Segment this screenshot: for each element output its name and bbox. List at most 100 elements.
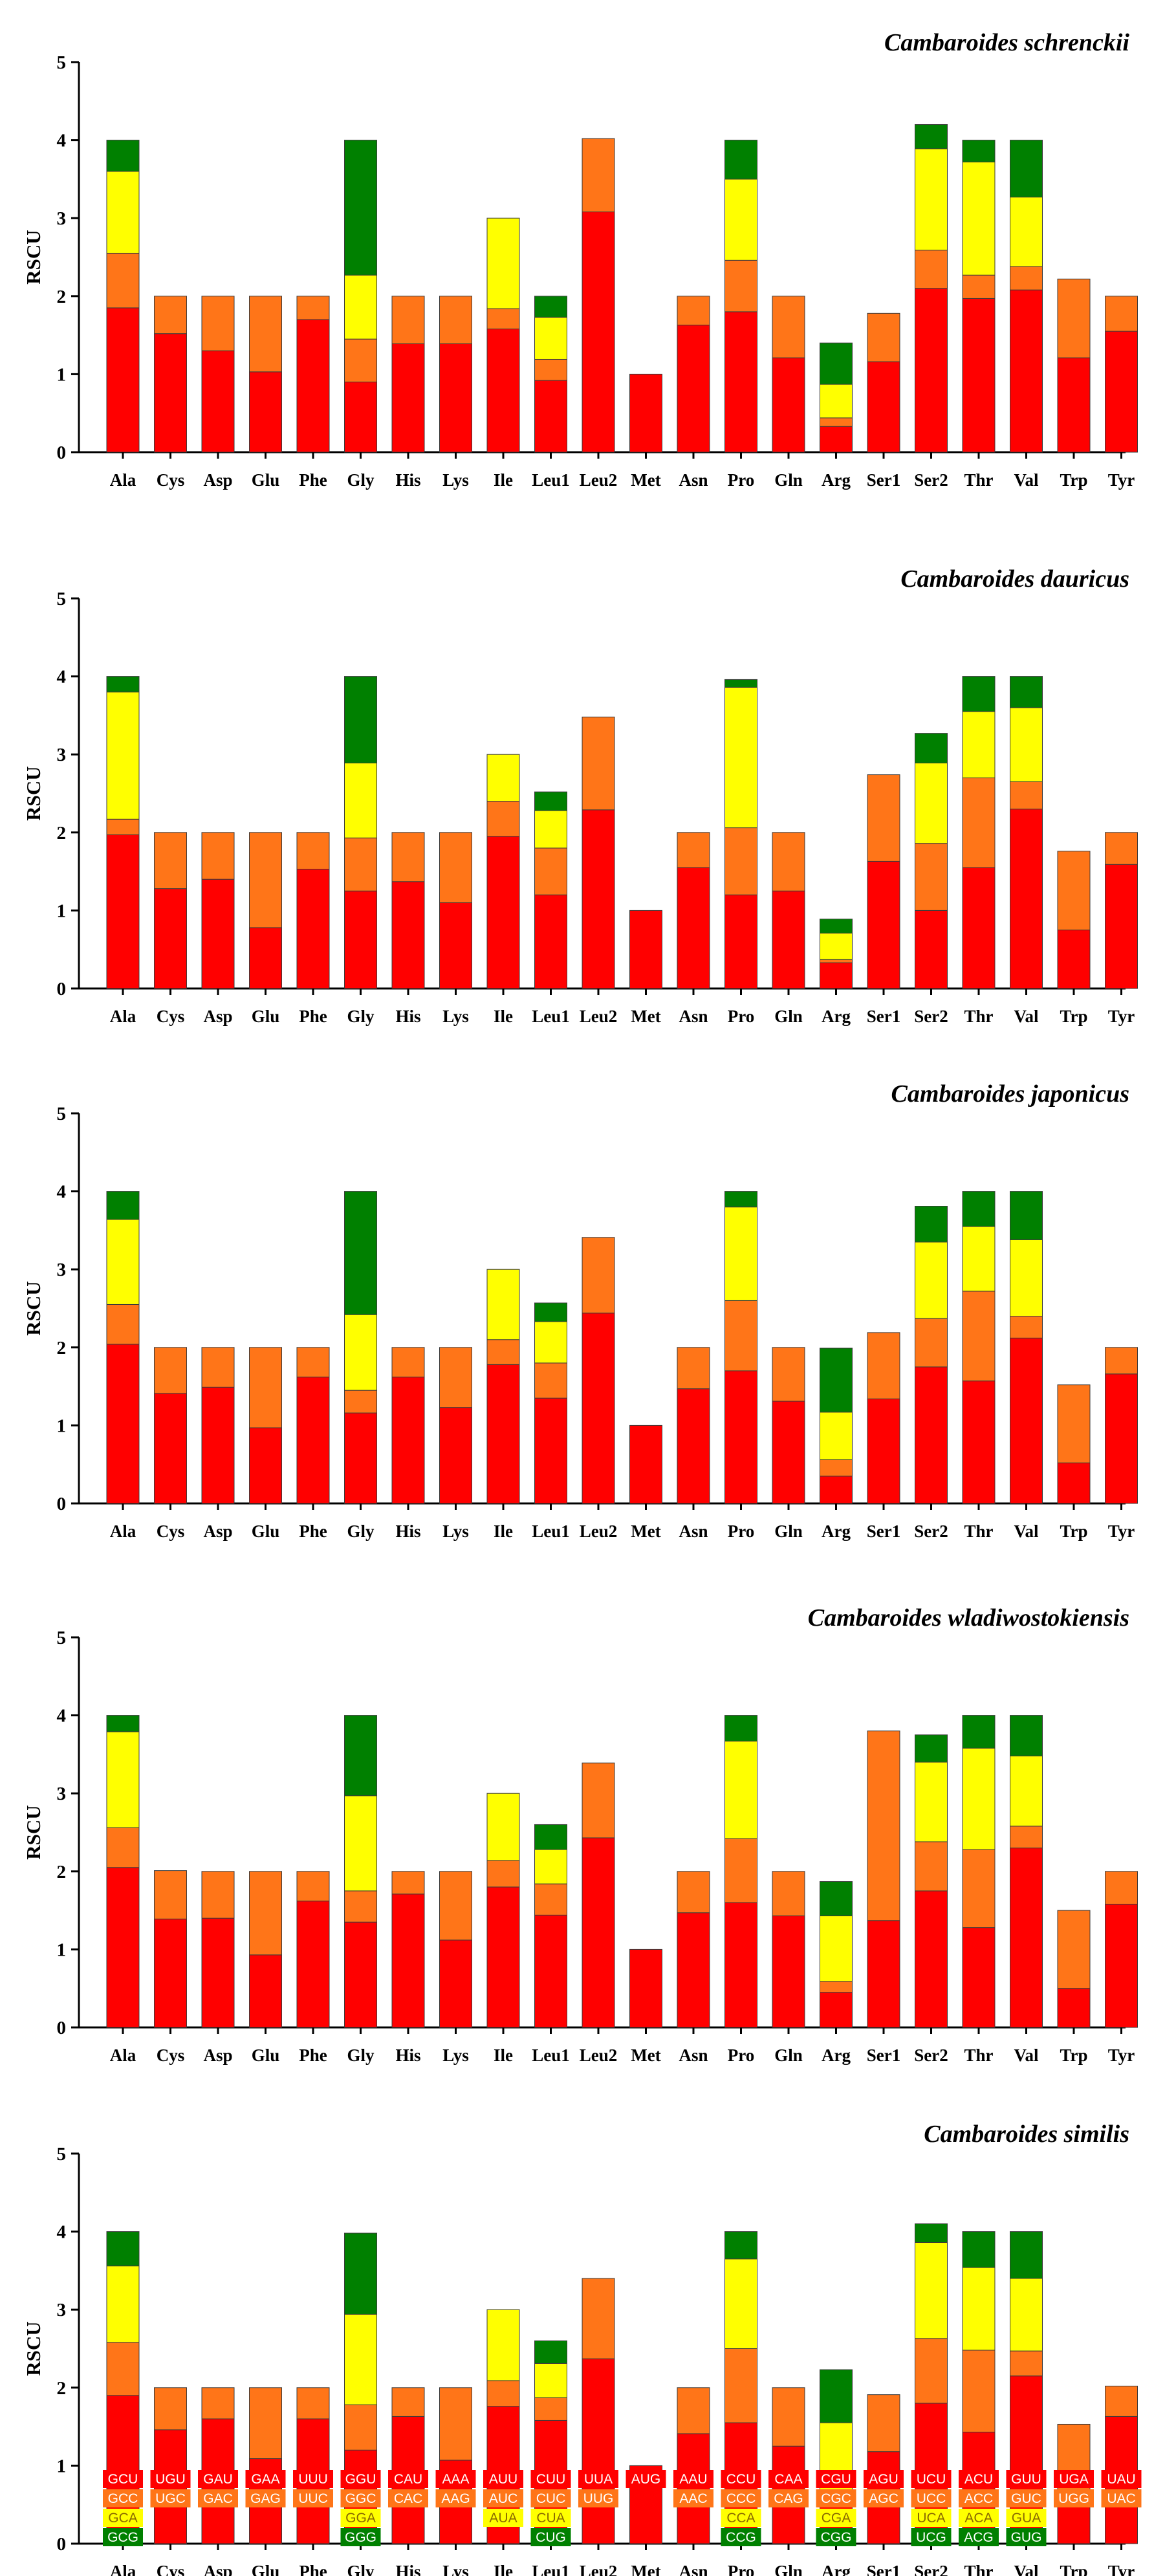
codon-box [959,2509,999,2527]
bar-segment-Ile-2 [486,308,520,329]
bar-segment-Glu-1 [249,927,282,989]
bar-segment-Arg-1 [820,1992,853,2028]
bar-segment-Lys-1 [439,902,472,989]
bar-segment-Leu2-1 [582,1837,615,2028]
bar-segment-Trp-2 [1057,278,1091,358]
codon-label: GCG [107,2530,138,2545]
bar-segment-Thr-1 [962,298,996,453]
codon-label: GUG [1011,2530,1042,2545]
x-tick-label: Gln [774,1522,803,1541]
bar-segment-Glu-2 [249,1871,282,1956]
x-tick-label: Lys [442,470,469,490]
panel-title: Cambaroides schrenckii [884,29,1129,56]
bar-segment-Ser2-3 [915,762,948,844]
x-tick-label: Tyr [1108,1522,1135,1541]
bar-segment-Lys-1 [439,1407,472,1504]
codon-label: GUU [1011,2472,1041,2487]
codon-box [388,2470,428,2488]
bar-segment-Gly-2 [344,1390,377,1414]
bar-segment-Leu1-3 [534,2363,567,2398]
bar-segment-Tyr-1 [1105,864,1138,989]
bar-segment-Ile-1 [486,836,520,989]
codon-box [245,2470,286,2488]
bar-segment-Ala-4 [106,2231,140,2267]
bar-segment-Pro-1 [724,311,757,453]
bar-segment-Ser1-2 [867,774,900,862]
x-tick-label: His [395,1522,420,1541]
x-tick-label: Asp [203,1522,232,1541]
bar-segment-Ser1-2 [867,1332,900,1399]
bar-segment-Val-2 [1010,266,1043,290]
codon-box [1006,2489,1047,2507]
bar-segment-Pro-3 [724,2258,757,2350]
bar-segment-Val-1 [1010,1848,1043,2028]
bar-segment-His-2 [391,296,425,344]
y-tick-label: 1 [57,364,67,385]
bar-segment-His-1 [391,343,425,453]
bar-segment-Pro-1 [724,894,757,989]
bar-segment-Ser2-3 [915,148,948,251]
codon-box [340,2509,381,2527]
x-tick-label: Asn [679,1007,708,1026]
x-tick-label: Ser2 [914,470,948,490]
bar-segment-Cys-2 [154,832,187,890]
bar-segment-Pro-4 [724,679,757,688]
bar-segment-Ser2-4 [915,2223,948,2243]
codon-box [198,2470,238,2488]
y-tick-label: 3 [57,745,67,765]
bar-segment-Thr-4 [962,140,996,162]
codon-box [530,2509,571,2527]
bar-segment-Pro-2 [724,259,757,312]
bar-segment-Asn-2 [677,832,710,868]
bar-segment-Ser2-2 [915,1841,948,1892]
bar-segment-Thr-4 [962,1191,996,1227]
bar-segment-Ala-2 [106,818,140,835]
codon-label: GCA [108,2511,138,2526]
codon-box [1006,2509,1047,2527]
y-tick-label: 5 [57,1628,67,1648]
bar-segment-Tyr-2 [1105,296,1138,332]
bar-segment-Pro-2 [724,2348,757,2423]
codon-box [578,2489,618,2507]
bar-segment-Ile-1 [486,328,520,453]
bar-segment-Asp-1 [201,879,235,989]
bar-segment-Arg-1 [820,962,853,989]
x-tick-label: His [395,2046,420,2065]
bar-segment-Ser1-2 [867,312,900,362]
codon-box [768,2470,809,2488]
bar-segment-Trp-1 [1057,1462,1091,1504]
y-tick-label: 0 [57,2534,67,2555]
bar-segment-Arg-1 [820,426,853,453]
x-tick-label: Leu2 [580,1007,618,1026]
bar-segment-Gly-3 [344,762,377,838]
codon-box [1054,2489,1094,2507]
codon-box [721,2489,761,2507]
codon-label: GAG [250,2491,281,2506]
bar-segment-Gly-3 [344,1314,377,1391]
codon-box [959,2528,999,2546]
bar-segment-Asp-2 [201,1347,235,1388]
x-tick-label: Cys [157,1522,185,1541]
bar-segment-Gly-2 [344,2404,377,2450]
bar-segment-Asp-1 [201,1917,235,2028]
x-tick-label: Ser2 [914,1007,948,1026]
x-tick-label: Met [631,1007,660,1026]
bar-segment-Glu-1 [249,1954,282,2028]
x-tick-label: Gly [347,470,375,490]
x-tick-label: Ser2 [914,1522,948,1541]
codon-label: CAG [774,2491,803,2506]
x-tick-label: Ser1 [867,2046,900,2065]
bar-segment-Phe-1 [296,1901,330,2028]
bar-segment-Pro-4 [724,1191,757,1208]
bar-segment-Leu1-3 [534,1321,567,1364]
bar-segment-Leu1-1 [534,1914,567,2028]
codon-box [1006,2528,1047,2546]
x-tick-label: Leu1 [532,1522,570,1541]
bar-segment-Ala-4 [106,1191,140,1220]
bar-segment-Trp-1 [1057,1988,1091,2028]
x-tick-label: Arg [822,1522,851,1541]
x-tick-label: Ser2 [914,2046,948,2065]
bar-segment-Lys-2 [439,832,472,903]
bar-segment-Val-4 [1010,1715,1043,1756]
codon-label: UGU [155,2472,186,2487]
